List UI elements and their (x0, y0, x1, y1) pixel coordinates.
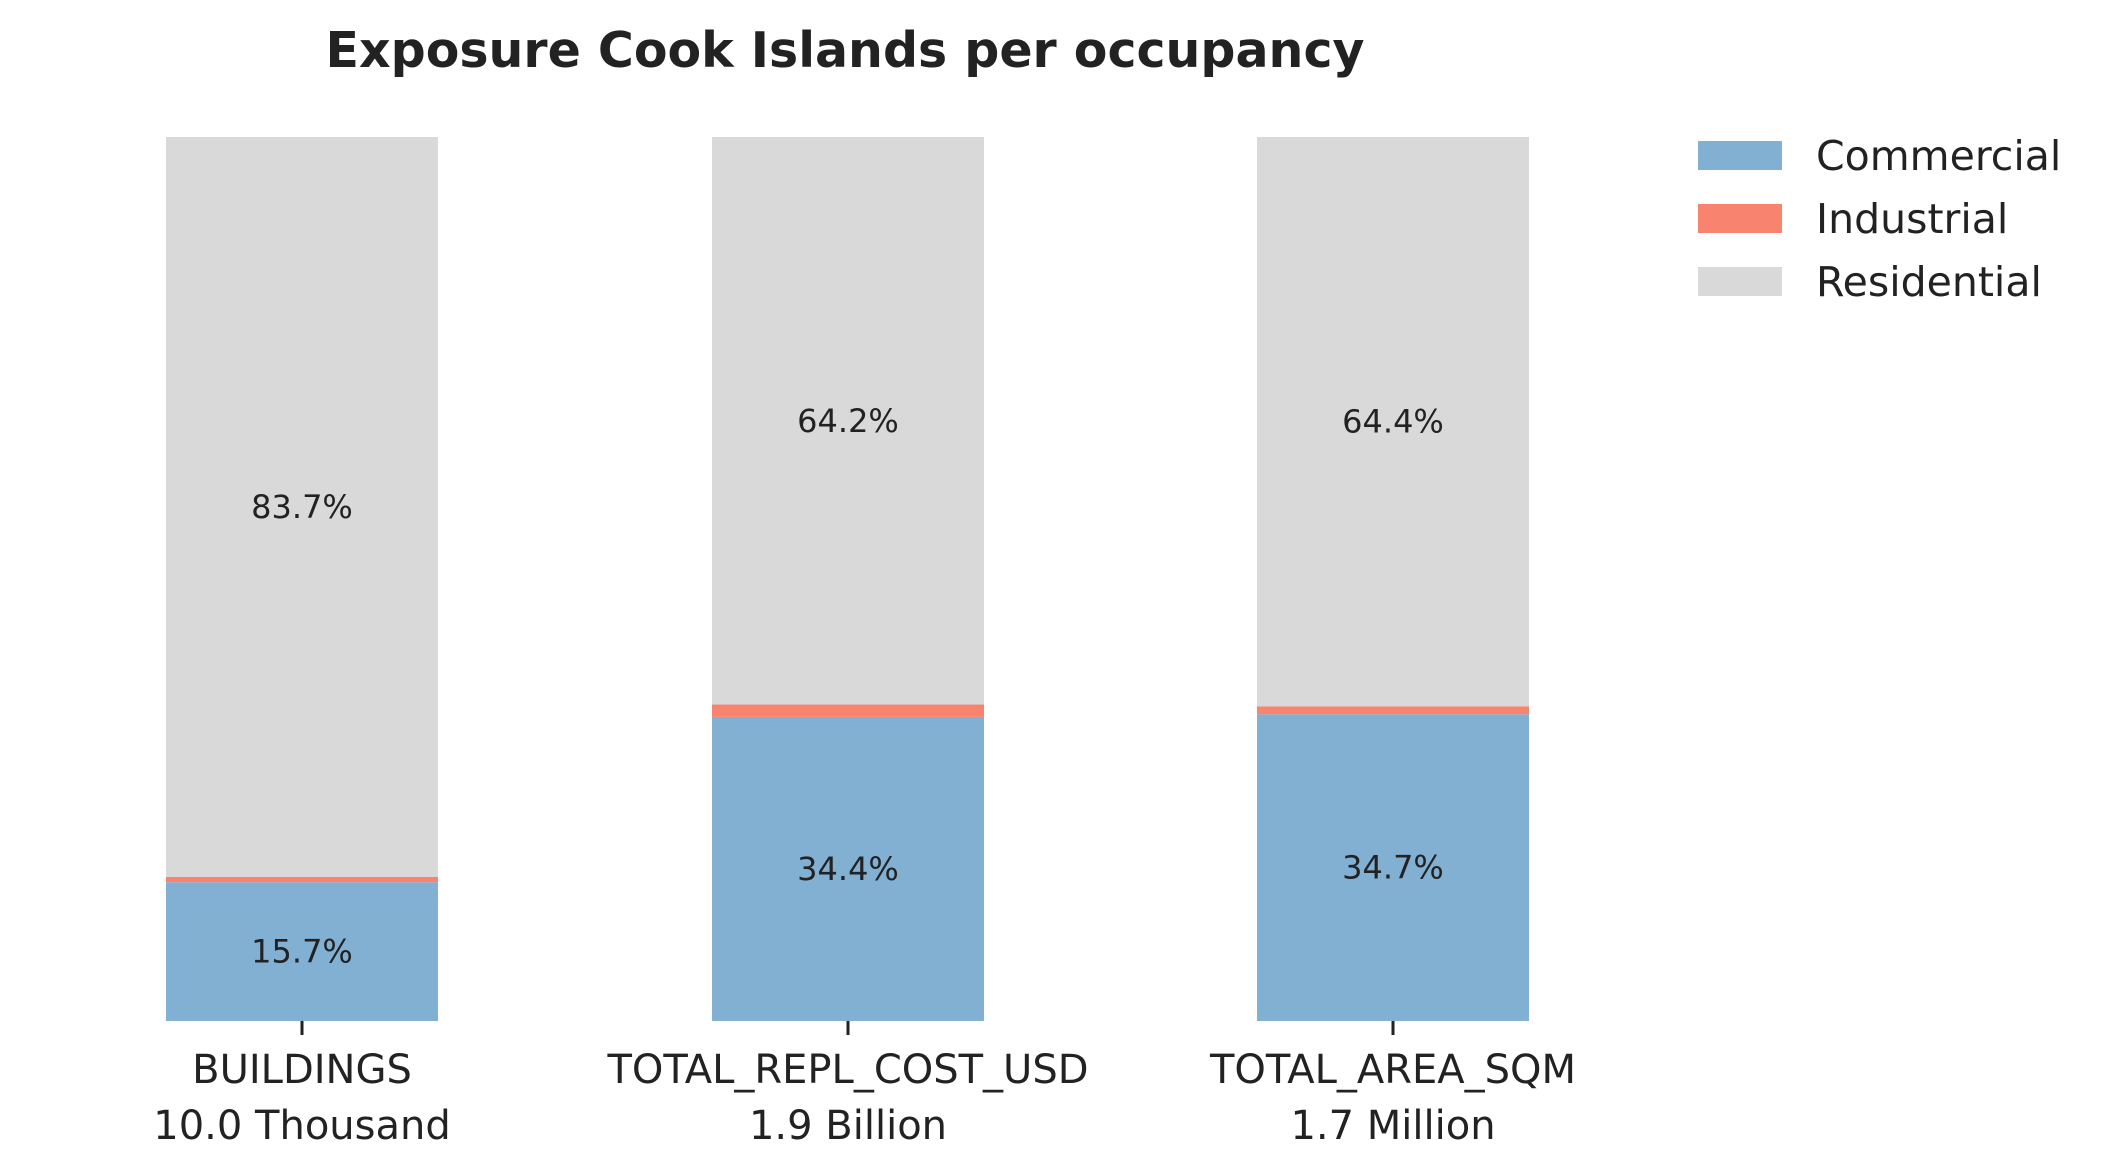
data-label-commercial-total-repl-cost-usd: 34.4% (797, 850, 899, 888)
legend: Commercial Industrial Residential (1698, 124, 2061, 313)
data-label-commercial-buildings: 15.7% (251, 933, 353, 971)
bar-industrial-buildings (166, 876, 438, 883)
x-tick-label-buildings: BUILDINGS (192, 1047, 412, 1093)
data-label-commercial-total-area-sqm: 34.7% (1342, 849, 1444, 887)
data-label-residential-total-repl-cost-usd: 64.2% (797, 402, 899, 440)
chart-title: Exposure Cook Islands per occupancy (325, 22, 1365, 79)
bar-industrial-total-repl-cost-usd (712, 704, 984, 717)
legend-label-industrial: Industrial (1816, 194, 2009, 243)
legend-item-industrial[interactable]: Industrial (1698, 187, 2061, 250)
x-tick-total-total-repl-cost-usd: 1.9 Billion (749, 1103, 947, 1149)
data-label-residential-buildings: 83.7% (251, 488, 353, 526)
legend-item-commercial[interactable]: Commercial (1698, 124, 2061, 187)
legend-swatch-industrial (1698, 204, 1782, 233)
x-tick-label-total-area-sqm: TOTAL_AREA_SQM (1209, 1047, 1576, 1093)
x-tick-total-total-area-sqm: 1.7 Million (1290, 1103, 1495, 1149)
legend-swatch-residential (1698, 267, 1782, 296)
bar-commercial-total-repl-cost-usd (712, 716, 984, 1021)
bar-residential-total-area-sqm (1257, 137, 1529, 707)
legend-label-commercial: Commercial (1816, 131, 2062, 180)
bar-residential-buildings (166, 137, 438, 877)
legend-swatch-commercial (1698, 141, 1782, 170)
bar-commercial-total-area-sqm (1257, 714, 1529, 1021)
bar-industrial-total-area-sqm (1257, 706, 1529, 715)
x-tick-total-buildings: 10.0 Thousand (153, 1103, 450, 1149)
bar-residential-total-repl-cost-usd (712, 137, 984, 705)
data-label-residential-total-area-sqm: 64.4% (1342, 403, 1444, 441)
x-tick-label-total-repl-cost-usd: TOTAL_REPL_COST_USD (606, 1047, 1088, 1093)
legend-label-residential: Residential (1816, 257, 2042, 306)
bar-commercial-buildings (166, 882, 438, 1021)
legend-item-residential[interactable]: Residential (1698, 250, 2061, 313)
